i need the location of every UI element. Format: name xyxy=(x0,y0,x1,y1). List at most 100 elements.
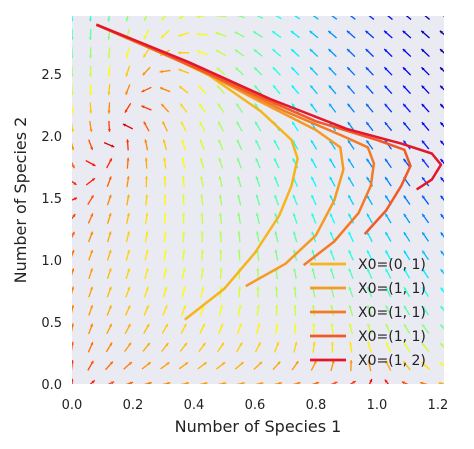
quiver-arrow-head xyxy=(255,158,259,162)
quiver-arrow-head xyxy=(107,128,111,132)
quiver-arrow-head xyxy=(384,103,388,107)
quiver-arrow-head xyxy=(421,49,425,53)
quiver-arrow-head xyxy=(403,342,407,346)
quiver-arrow-head xyxy=(167,381,171,384)
quiver-arrow-head xyxy=(275,323,279,327)
x-tick-labels: 0.0 0.2 0.4 0.6 0.8 1.0 1.2 xyxy=(62,398,449,413)
quiver-arrow xyxy=(275,16,282,20)
quiver-arrow-head xyxy=(203,362,207,366)
quiver-arrow-head xyxy=(72,92,74,96)
quiver-arrow-head xyxy=(184,362,189,366)
quiver-arrow-head xyxy=(73,181,77,185)
quiver-arrow-head xyxy=(385,268,389,272)
quiver-arrow-head xyxy=(144,139,148,143)
quiver-arrow-head xyxy=(200,194,204,198)
quiver-arrow-head xyxy=(349,360,353,363)
y-tick-label: 1.0 xyxy=(41,254,62,269)
quiver-arrow-head xyxy=(129,381,134,384)
quiver-arrow-head xyxy=(312,341,316,345)
quiver-arrow-head xyxy=(421,361,425,365)
quiver-arrow-head xyxy=(89,128,93,132)
quiver-arrow-head xyxy=(223,381,227,384)
quiver-arrow-head xyxy=(367,323,371,327)
quiver-arrow-head xyxy=(89,92,93,96)
quiver-arrow-head xyxy=(164,286,168,290)
quiver-arrow-head xyxy=(309,49,313,53)
quiver-arrow-head xyxy=(384,30,388,34)
quiver-arrow-head xyxy=(162,121,166,125)
quiver-arrow-head xyxy=(107,73,111,77)
quiver-arrow-head xyxy=(124,109,128,113)
quiver-arrow-head xyxy=(90,213,94,217)
quiver-arrow-head xyxy=(348,231,352,236)
quiver-arrow-head xyxy=(143,54,147,58)
legend-label: X0=(1, 1) xyxy=(358,305,426,321)
quiver-arrow-head xyxy=(422,287,426,291)
quiver-arrow-head xyxy=(127,305,131,309)
quiver-arrow-head xyxy=(273,85,277,89)
quiver-arrow-head xyxy=(254,67,258,71)
quiver-arrow-head xyxy=(107,92,111,96)
quiver-arrow-head xyxy=(311,194,315,199)
quiver-arrow-head xyxy=(108,194,112,198)
quiver-arrow-head xyxy=(90,342,94,346)
quiver-arrow-head xyxy=(178,51,181,55)
quiver-arrow-head xyxy=(334,381,338,384)
quiver-arrow-head xyxy=(219,268,223,272)
quiver-arrow-head xyxy=(384,48,388,53)
quiver-arrow-head xyxy=(403,195,407,199)
quiver-arrow-head xyxy=(421,67,425,71)
quiver-arrow-head xyxy=(276,342,279,346)
quiver-arrow-head xyxy=(440,103,444,108)
quiver-arrow-head xyxy=(125,73,129,77)
quiver-arrow-head xyxy=(295,361,299,365)
quiver-arrow-head xyxy=(330,250,333,254)
x-tick-label: 0.0 xyxy=(62,398,83,413)
quiver-arrow-head xyxy=(403,122,407,126)
quiver-arrow-head xyxy=(159,70,163,74)
quiver-arrow-head xyxy=(440,306,444,310)
quiver-arrow-head xyxy=(146,324,150,328)
quiver-arrow-head xyxy=(197,50,201,54)
quiver-arrow-head xyxy=(293,268,297,272)
quiver-arrow-head xyxy=(143,36,147,40)
quiver-arrow-head xyxy=(403,324,407,328)
quiver-arrow-head xyxy=(202,342,206,346)
quiver-arrow-head xyxy=(125,18,129,22)
quiver-arrow-head xyxy=(309,13,312,16)
quiver-arrow-head xyxy=(367,286,370,291)
quiver-arrow-head xyxy=(401,381,406,384)
quiver-arrow-head xyxy=(294,341,298,345)
quiver-arrow-head xyxy=(292,231,296,235)
quiver-arrow-head xyxy=(183,323,187,328)
quiver-arrow-head xyxy=(237,231,241,235)
quiver-arrow-head xyxy=(366,176,370,181)
quiver-arrow-head xyxy=(200,212,204,216)
quiver-arrow-head xyxy=(219,249,223,253)
quiver-arrow-head xyxy=(347,48,351,53)
quiver-arrow-head xyxy=(107,36,111,40)
quiver-arrow-head xyxy=(164,305,168,309)
quiver-arrow-head xyxy=(196,32,200,36)
quiver-arrow-head xyxy=(297,381,301,384)
quiver-arrow-head xyxy=(403,250,407,254)
quiver-arrow-head xyxy=(403,268,407,273)
quiver-arrow-head xyxy=(254,16,256,17)
quiver-arrow-head xyxy=(348,268,352,272)
quiver-arrow-head xyxy=(163,176,167,180)
quiver-arrow-head xyxy=(126,176,130,180)
quiver-arrow-head xyxy=(72,341,74,345)
quiver-arrow-head xyxy=(90,268,93,272)
quiver-arrow-head xyxy=(440,122,444,126)
quiver-arrow-head xyxy=(196,16,200,18)
quiver-arrow-head xyxy=(90,305,93,309)
quiver-arrow-head xyxy=(256,268,260,271)
quiver-arrow-head xyxy=(348,286,352,290)
quiver-arrow-head xyxy=(107,55,111,59)
quiver-arrow-head xyxy=(291,13,294,16)
quiver-arrow-head xyxy=(365,67,369,71)
quiver-arrow-head xyxy=(422,177,425,181)
quiver-arrow-head xyxy=(181,121,184,125)
quiver-arrow-head xyxy=(72,378,74,382)
quiver-arrow-head xyxy=(439,49,444,53)
